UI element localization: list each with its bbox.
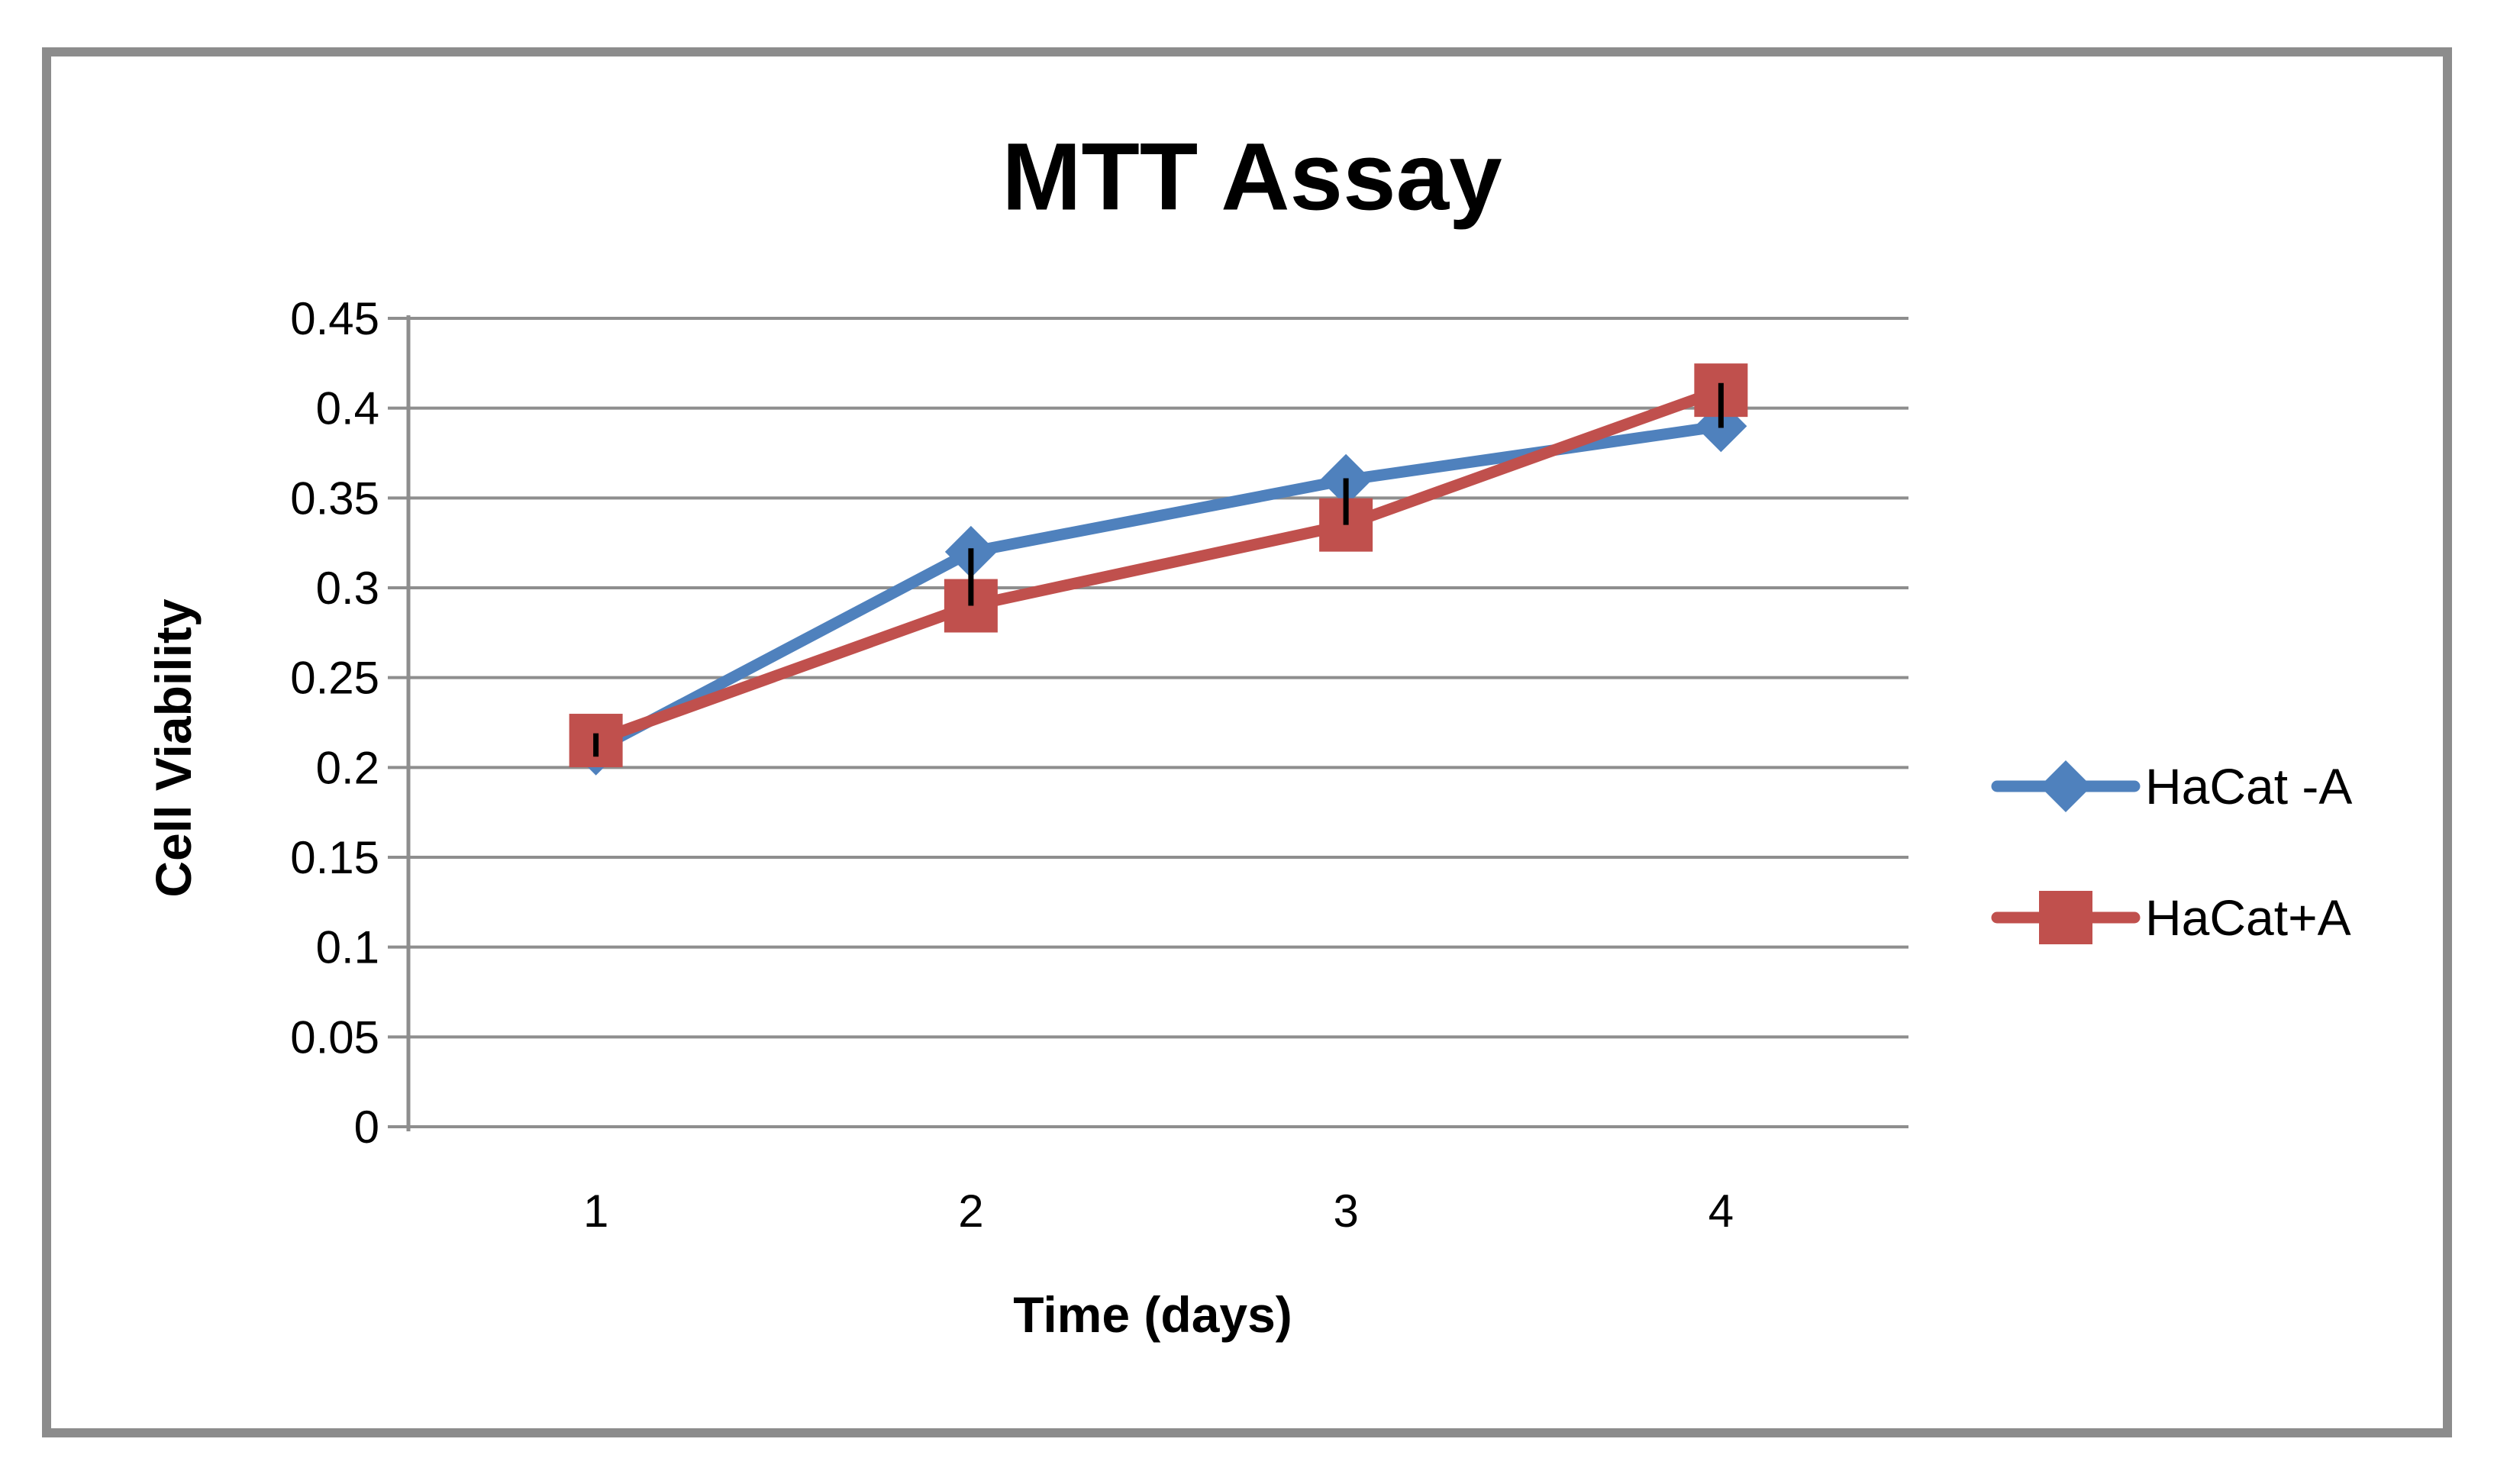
y-tick-label: 0.3: [316, 563, 379, 614]
x-tick-labels: 1 2 3 4: [583, 1186, 1734, 1237]
figure-border-frame: [42, 47, 2452, 1437]
legend-line-square-icon: [1991, 891, 2141, 944]
legend-label: HaCat+A: [2145, 889, 2351, 946]
legend: HaCat -A HaCat+A: [1991, 754, 2352, 950]
y-tick-label: 0.4: [316, 383, 379, 434]
y-tick-label: 0.1: [316, 922, 379, 973]
chart-title: MTT Assay: [1002, 124, 1502, 231]
x-tick-label: 3: [1333, 1186, 1358, 1237]
legend-item-hacat-minus-a[interactable]: HaCat -A: [1991, 754, 2352, 818]
y-tick-label: 0.2: [316, 742, 379, 793]
y-tick-label: 0.05: [290, 1011, 379, 1063]
y-tick-label: 0.35: [290, 473, 379, 524]
y-tick-label: 0.15: [290, 832, 379, 883]
y-tick-labels: 0 0.05 0.1 0.15 0.2 0.25 0.3 0.35 0.4 0.45: [290, 293, 379, 1153]
error-bars: [593, 382, 1724, 757]
y-gridlines: [408, 317, 1908, 1128]
series-hacat-a: [569, 363, 1748, 768]
legend-label: HaCat -A: [2145, 758, 2353, 815]
x-tick-label: 4: [1708, 1186, 1734, 1237]
x-axis-title: Time (days): [1013, 1286, 1292, 1343]
series-line: [590, 384, 1727, 747]
x-tick-label: 1: [583, 1186, 608, 1237]
legend-item-hacat-plus-a[interactable]: HaCat+A: [1991, 886, 2352, 950]
y-tick-label: 0.45: [290, 293, 379, 344]
legend-line-diamond-icon: [1991, 760, 2141, 812]
x-tick-label: 2: [958, 1186, 983, 1237]
y-axis-title: Cell Viability: [145, 598, 202, 898]
y-tick-label: 0: [354, 1102, 379, 1153]
y-tick-label: 0.25: [290, 653, 379, 704]
